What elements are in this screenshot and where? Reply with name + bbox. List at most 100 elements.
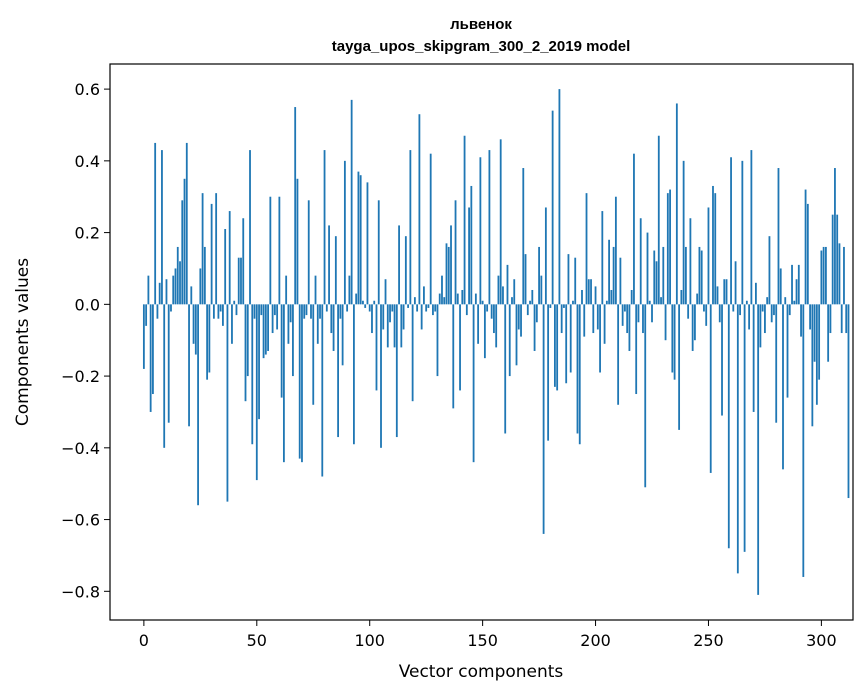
bar — [282, 304, 285, 463]
bar — [170, 304, 172, 312]
bar — [215, 193, 218, 305]
bar — [287, 304, 290, 344]
bar — [321, 304, 324, 477]
bar — [334, 236, 337, 305]
bar — [610, 289, 613, 305]
y-tick-label: −0.2 — [61, 367, 100, 386]
x-axis-label: Vector components — [399, 662, 564, 682]
bar — [630, 289, 633, 305]
bar — [628, 304, 631, 351]
bar — [745, 300, 748, 305]
bar — [605, 300, 608, 305]
bar — [226, 304, 229, 502]
bar — [795, 279, 798, 305]
bar — [635, 304, 638, 395]
bar — [461, 289, 464, 305]
bar — [535, 304, 538, 323]
bar — [513, 279, 516, 305]
bar — [262, 304, 265, 359]
bar — [822, 246, 825, 305]
bar — [267, 304, 269, 351]
y-tick-label: −0.8 — [61, 582, 100, 601]
bar — [540, 275, 543, 305]
bar — [192, 304, 195, 344]
bar — [161, 150, 163, 305]
bar — [741, 160, 744, 305]
bar — [820, 250, 823, 305]
bar — [648, 300, 651, 305]
bar — [786, 304, 789, 398]
bar — [603, 304, 606, 344]
bar — [773, 304, 775, 316]
bar — [847, 304, 850, 499]
bar — [653, 250, 656, 305]
bar — [764, 304, 766, 334]
bar — [716, 286, 719, 305]
bar — [723, 279, 726, 305]
bar — [845, 304, 848, 334]
bar — [425, 304, 428, 312]
bar — [687, 304, 690, 319]
bar — [721, 304, 723, 416]
bar — [666, 193, 669, 305]
bar — [639, 218, 642, 305]
bar — [423, 286, 425, 305]
bar — [312, 304, 315, 405]
bar — [834, 168, 836, 305]
bar — [565, 304, 568, 384]
bar — [413, 297, 416, 305]
bar — [208, 304, 211, 373]
bar — [838, 243, 841, 305]
bar — [644, 304, 647, 488]
bar — [752, 304, 755, 412]
bar — [280, 304, 283, 398]
bar — [472, 304, 475, 463]
bar — [581, 289, 583, 305]
bar — [479, 157, 482, 305]
bar — [253, 304, 256, 319]
bar — [800, 304, 802, 337]
bar — [490, 304, 493, 319]
bar — [734, 261, 737, 305]
bar — [718, 304, 721, 323]
bar — [217, 304, 220, 319]
bar-series — [142, 89, 850, 595]
bar — [712, 185, 714, 305]
bar — [488, 150, 491, 305]
bar — [614, 196, 617, 305]
bar — [420, 304, 423, 330]
bar — [454, 200, 457, 305]
bar — [791, 264, 793, 305]
chart-subtitle: tayga_upos_skipgram_300_2_2019 model — [332, 38, 631, 55]
bar — [307, 200, 310, 305]
bar — [829, 304, 832, 334]
bar — [353, 304, 355, 445]
bar — [655, 261, 658, 305]
bar — [709, 304, 712, 473]
bar — [339, 304, 342, 319]
bar — [782, 304, 784, 470]
bar — [244, 304, 247, 402]
y-tick-label: 0.0 — [75, 295, 100, 314]
bar — [179, 261, 181, 305]
bar — [788, 304, 791, 316]
bar — [669, 189, 671, 305]
bar — [303, 304, 306, 319]
chart-title: львенок — [450, 16, 512, 33]
bar — [400, 304, 403, 348]
bar — [242, 218, 245, 305]
bar — [212, 304, 215, 319]
bar — [341, 304, 344, 366]
bar — [158, 282, 161, 305]
x-tick-label: 0 — [139, 631, 149, 650]
bar — [698, 246, 701, 305]
bar — [368, 304, 371, 312]
bar — [260, 304, 263, 316]
bar — [784, 297, 787, 305]
bar — [691, 304, 694, 351]
bar — [332, 304, 335, 351]
bar — [364, 304, 367, 308]
bar — [558, 89, 561, 305]
bar — [393, 304, 396, 348]
bar — [739, 304, 741, 316]
